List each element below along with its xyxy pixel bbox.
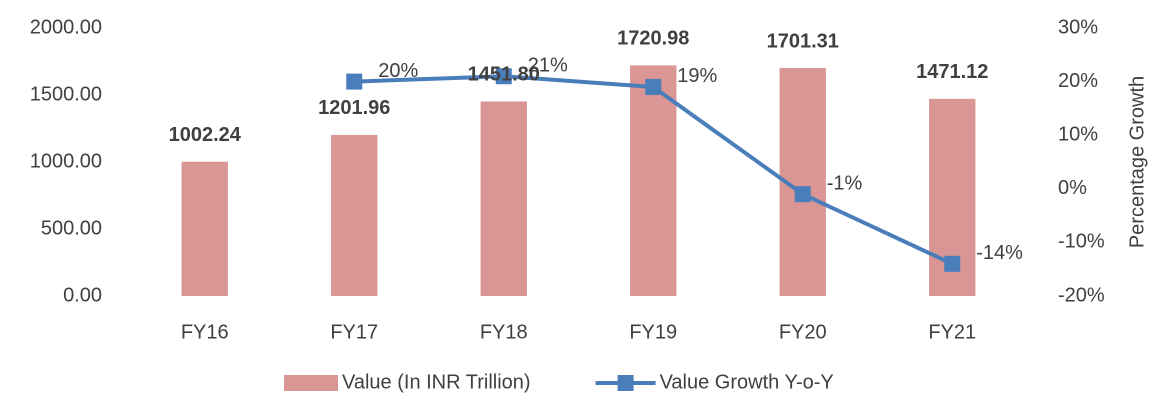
- bar-value-label: 1471.12: [916, 61, 988, 83]
- legend-label: Value Growth Y-o-Y: [660, 371, 834, 393]
- y-tick-label: 1000.00: [30, 150, 102, 172]
- x-tick-label: FY19: [629, 321, 677, 343]
- y2-tick-label: -10%: [1058, 231, 1105, 253]
- line-value-label: 20%: [378, 60, 418, 82]
- line-value-label: 21%: [528, 55, 568, 77]
- x-tick-label: FY16: [181, 321, 229, 343]
- bar-value-label: 1201.96: [318, 97, 390, 119]
- bar: [331, 134, 378, 296]
- legend-marker: [617, 375, 634, 391]
- x-tick-label: FY18: [480, 321, 528, 343]
- x-tick-label: FY20: [779, 321, 827, 343]
- line-value-label: -1%: [827, 172, 863, 194]
- y-tick-label: 0.00: [63, 284, 102, 306]
- bar: [630, 65, 677, 297]
- line-marker: [944, 255, 961, 272]
- y-tick-label: 500.00: [41, 217, 102, 239]
- y-tick-label: 2000.00: [30, 16, 102, 38]
- line-value-label: -14%: [976, 242, 1023, 264]
- line-marker: [794, 186, 811, 203]
- bar-value-label: 1002.24: [169, 124, 242, 146]
- bar-value-label: 1451.80: [468, 64, 540, 86]
- line-value-label: 19%: [677, 65, 717, 87]
- line-marker: [645, 78, 662, 95]
- y2-tick-label: 10%: [1058, 123, 1098, 145]
- line-marker: [495, 68, 512, 85]
- bar: [181, 161, 228, 296]
- line-marker: [346, 73, 363, 90]
- y-tick-label: 1500.00: [30, 83, 102, 105]
- bar: [480, 101, 527, 296]
- legend-swatch: [284, 375, 338, 391]
- bar-value-label: 1720.98: [617, 28, 689, 50]
- y2-tick-label: 0%: [1058, 177, 1087, 199]
- y2-tick-label: -20%: [1058, 284, 1105, 306]
- legend-label: Value (In INR Trillion): [342, 371, 531, 393]
- y2-axis-title: Percentage Growth: [1126, 76, 1148, 248]
- y2-tick-label: 20%: [1058, 70, 1098, 92]
- y2-tick-label: 30%: [1058, 16, 1098, 38]
- x-tick-label: FY17: [330, 321, 378, 343]
- bar-value-label: 1701.31: [767, 30, 839, 52]
- x-tick-label: FY21: [928, 321, 976, 343]
